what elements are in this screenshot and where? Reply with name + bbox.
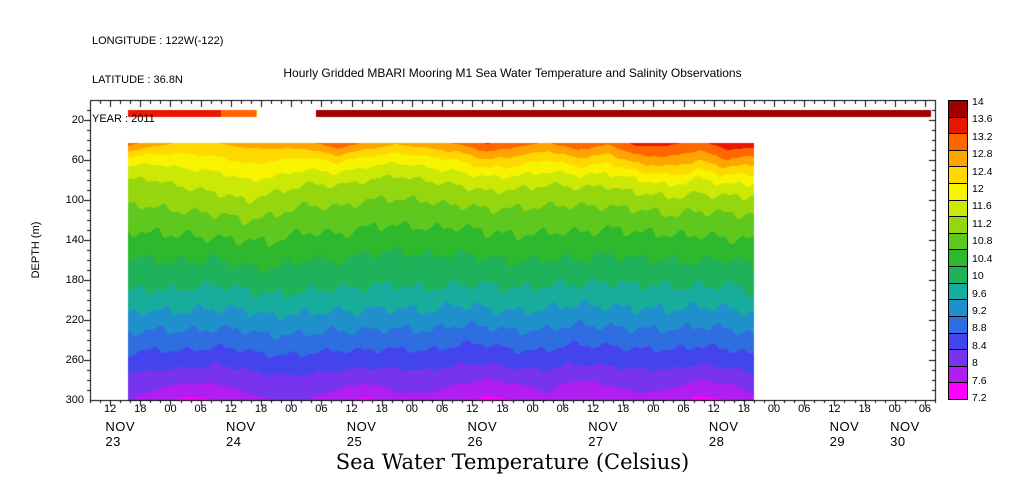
x-date-label: NOV 24 bbox=[226, 419, 256, 449]
x-tick-label: 18 bbox=[858, 403, 871, 415]
x-date-label: NOV 29 bbox=[829, 419, 860, 449]
x-tick-label: 12 bbox=[224, 403, 237, 415]
depth-tick-label: 300 bbox=[65, 394, 84, 406]
x-tick-label: 12 bbox=[466, 403, 479, 415]
colorbar-tick-label: 8 bbox=[972, 357, 978, 370]
x-tick-label: 18 bbox=[617, 403, 630, 415]
plot-title: Hourly Gridded MBARI Mooring M1 Sea Wate… bbox=[283, 66, 742, 80]
colorbar-cell bbox=[949, 350, 967, 367]
colorbar-tick-label: 7.2 bbox=[972, 392, 987, 404]
x-tick-label: 18 bbox=[134, 403, 147, 415]
colorbar-cell bbox=[949, 217, 967, 234]
x-tick-label: 18 bbox=[496, 403, 509, 415]
x-tick-label: 06 bbox=[435, 403, 449, 415]
colorbar-tick-label: 14 bbox=[972, 96, 984, 108]
x-tick-label: 18 bbox=[737, 403, 750, 415]
x-tick-label: 00 bbox=[285, 403, 298, 415]
colorbar-cell bbox=[949, 150, 967, 168]
colorbar-tick-label: 10 bbox=[972, 270, 984, 283]
colorbar-cell bbox=[949, 134, 967, 151]
x-date-label: NOV 27 bbox=[588, 419, 618, 449]
year-text: YEAR : 2011 bbox=[92, 113, 155, 125]
colorbar-tick-label: 13.6 bbox=[972, 113, 993, 126]
colorbar-tick-label: 9.6 bbox=[972, 287, 987, 300]
colorbar-cell bbox=[949, 267, 967, 284]
x-tick-label: 00 bbox=[767, 403, 781, 415]
x-date-label: NOV 23 bbox=[105, 419, 136, 449]
x-tick-label: 00 bbox=[647, 403, 660, 415]
colorbar-cell bbox=[949, 233, 967, 251]
x-tick-label: 12 bbox=[828, 403, 841, 415]
colorbar-cell bbox=[949, 300, 967, 317]
colorbar-cell bbox=[949, 250, 967, 268]
x-tick-label: 12 bbox=[707, 403, 720, 415]
x-tick-label: 06 bbox=[677, 403, 690, 415]
colorbar-tick-label: 7.6 bbox=[972, 374, 987, 387]
bottom-title: Sea Water Temperature (Celsius) bbox=[335, 450, 690, 474]
longitude-text: LONGITUDE : 122W(-122) bbox=[92, 35, 224, 47]
colorbar-cell bbox=[949, 316, 967, 334]
colorbar-tick-label: 8.8 bbox=[972, 322, 987, 335]
colorbar-cell bbox=[949, 383, 967, 399]
depth-tick-label: 100 bbox=[65, 194, 84, 206]
x-date-label: NOV 28 bbox=[708, 419, 739, 449]
y-axis-label: DEPTH (m) bbox=[30, 221, 42, 279]
x-tick-label: 00 bbox=[405, 403, 419, 415]
colorbar-tick-label: 8.4 bbox=[972, 339, 987, 352]
colorbar-cell bbox=[949, 167, 967, 185]
colorbar-tick-label: 11.6 bbox=[972, 200, 992, 213]
x-tick-label: 06 bbox=[798, 403, 811, 415]
x-tick-label: 12 bbox=[345, 403, 358, 415]
colorbar-cell bbox=[949, 117, 967, 135]
depth-tick-label: 60 bbox=[71, 154, 84, 166]
x-tick-label: 06 bbox=[315, 403, 328, 415]
colorbar-tick-label: 10.4 bbox=[972, 252, 993, 265]
plot-header-info: LONGITUDE : 122W(-122) LATITUDE : 36.8N … bbox=[92, 9, 223, 152]
colorbar-cell bbox=[949, 101, 967, 118]
depth-tick-label: 180 bbox=[65, 274, 84, 286]
colorbar-cell bbox=[949, 184, 967, 201]
x-date-label: NOV 25 bbox=[346, 419, 377, 449]
x-date-label: NOV 26 bbox=[467, 419, 498, 449]
colorbar-cell bbox=[949, 333, 967, 351]
colorbar-tick-label: 9.2 bbox=[972, 304, 987, 317]
colorbar-tick-label: 10.8 bbox=[972, 235, 993, 248]
depth-tick-label: 140 bbox=[65, 234, 84, 246]
colorbar-cell bbox=[949, 283, 967, 301]
depth-tick-label: 260 bbox=[65, 354, 84, 366]
x-tick-label: 00 bbox=[164, 403, 177, 415]
colorbar-tick-label: 12 bbox=[972, 183, 984, 196]
colorbar-tick-label: 12.4 bbox=[972, 165, 993, 178]
colorbar-tick-label: 13.2 bbox=[972, 130, 993, 143]
depth-tick-label: 220 bbox=[65, 314, 84, 326]
x-tick-label: 00 bbox=[888, 403, 901, 415]
colorbar-cell bbox=[949, 366, 967, 384]
latitude-text: LATITUDE : 36.8N bbox=[92, 74, 183, 86]
x-tick-label: 06 bbox=[556, 403, 569, 415]
x-tick-label: 12 bbox=[586, 403, 600, 415]
x-tick-label: 06 bbox=[194, 403, 207, 415]
depth-tick-label: 20 bbox=[71, 114, 84, 126]
x-tick-label: 00 bbox=[526, 403, 539, 415]
colorbar-tick-label: 12.8 bbox=[972, 148, 993, 161]
colorbar-cell bbox=[949, 200, 967, 218]
x-tick-label: 18 bbox=[375, 403, 388, 415]
x-tick-label: 06 bbox=[918, 403, 932, 415]
colorbar bbox=[948, 100, 968, 400]
x-date-label: NOV 30 bbox=[890, 419, 920, 449]
colorbar-tick-label: 11.2 bbox=[972, 217, 992, 230]
x-tick-label: 12 bbox=[103, 403, 117, 415]
x-tick-label: 18 bbox=[254, 403, 268, 415]
